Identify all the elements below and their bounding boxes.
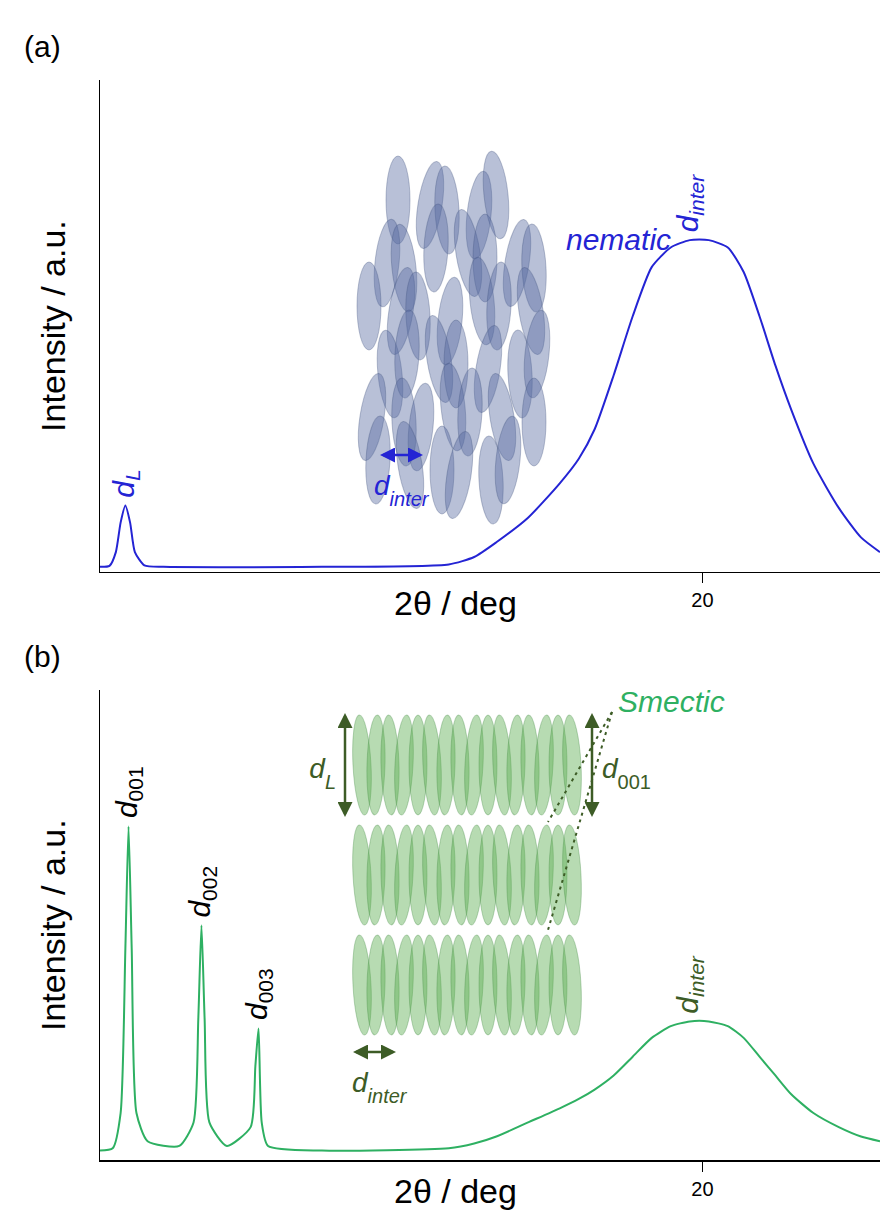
svg-text:(a): (a) (24, 30, 61, 63)
svg-text:dinter: dinter (352, 1067, 408, 1107)
svg-text:(b): (b) (24, 640, 61, 673)
svg-text:nematic: nematic (566, 223, 671, 256)
svg-text:Smectic: Smectic (618, 685, 725, 718)
svg-text:dL: dL (309, 753, 336, 793)
svg-text:20: 20 (691, 1178, 713, 1200)
svg-text:d​inter​: d​inter​ (671, 174, 708, 233)
svg-text:d​L​: d​L​ (107, 469, 144, 497)
svg-text:20: 20 (691, 589, 713, 611)
svg-text:Intensity / a.u.: Intensity / a.u. (34, 220, 72, 432)
svg-text:2θ / deg: 2θ / deg (394, 584, 517, 622)
svg-text:d​003​: d​003​ (240, 968, 277, 1020)
svg-text:2θ / deg: 2θ / deg (394, 1172, 517, 1210)
svg-text:d​002​: d​002​ (183, 866, 220, 918)
svg-text:Intensity / a.u.: Intensity / a.u. (34, 819, 72, 1031)
svg-text:d​001​: d​001​ (110, 766, 147, 818)
svg-text:dinter: dinter (374, 470, 430, 510)
svg-text:d​inter​: d​inter​ (671, 955, 708, 1014)
svg-text:d001: d001 (602, 753, 651, 793)
